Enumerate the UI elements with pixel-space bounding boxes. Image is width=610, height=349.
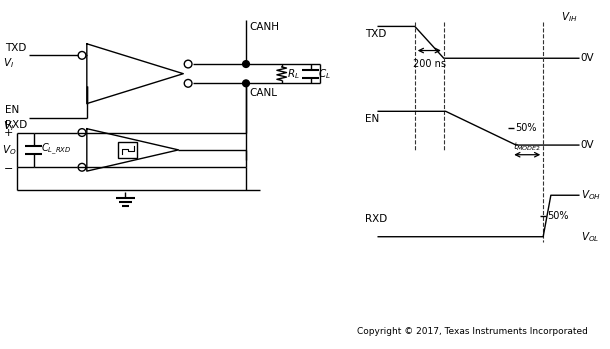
Text: Copyright © 2017, Texas Instruments Incorporated: Copyright © 2017, Texas Instruments Inco… — [357, 327, 588, 336]
Text: $R_L$: $R_L$ — [287, 67, 300, 81]
Text: EN: EN — [365, 114, 379, 124]
Text: CANH: CANH — [250, 22, 280, 32]
Text: 200 ns: 200 ns — [413, 59, 446, 69]
Text: EN: EN — [5, 105, 19, 116]
Text: $C_L$: $C_L$ — [318, 67, 331, 81]
Text: 50%: 50% — [515, 123, 537, 133]
Text: $V_I$: $V_I$ — [3, 56, 14, 70]
Text: $-$: $-$ — [4, 162, 13, 172]
Text: CANL: CANL — [250, 88, 278, 98]
Text: +: + — [4, 127, 13, 138]
Text: $V_{IH}$: $V_{IH}$ — [561, 10, 578, 24]
Text: 50%: 50% — [547, 211, 569, 221]
Text: $V_O$: $V_O$ — [2, 143, 16, 157]
Text: $C_{L\_RXD}$: $C_{L\_RXD}$ — [41, 142, 72, 157]
Text: $V_I$: $V_I$ — [3, 119, 14, 133]
Text: TXD: TXD — [5, 43, 26, 53]
Text: RXD: RXD — [365, 214, 387, 224]
Text: $t_{MODE2}$: $t_{MODE2}$ — [513, 140, 541, 153]
Bar — [118, 142, 137, 158]
Text: RXD: RXD — [5, 120, 27, 130]
Text: TXD: TXD — [365, 29, 386, 39]
Circle shape — [243, 61, 249, 67]
Circle shape — [243, 80, 249, 87]
Text: $V_{OL}$: $V_{OL}$ — [581, 230, 599, 244]
Text: 0V: 0V — [581, 53, 594, 63]
Text: $V_{OH}$: $V_{OH}$ — [581, 188, 601, 202]
Text: 0V: 0V — [581, 140, 594, 150]
